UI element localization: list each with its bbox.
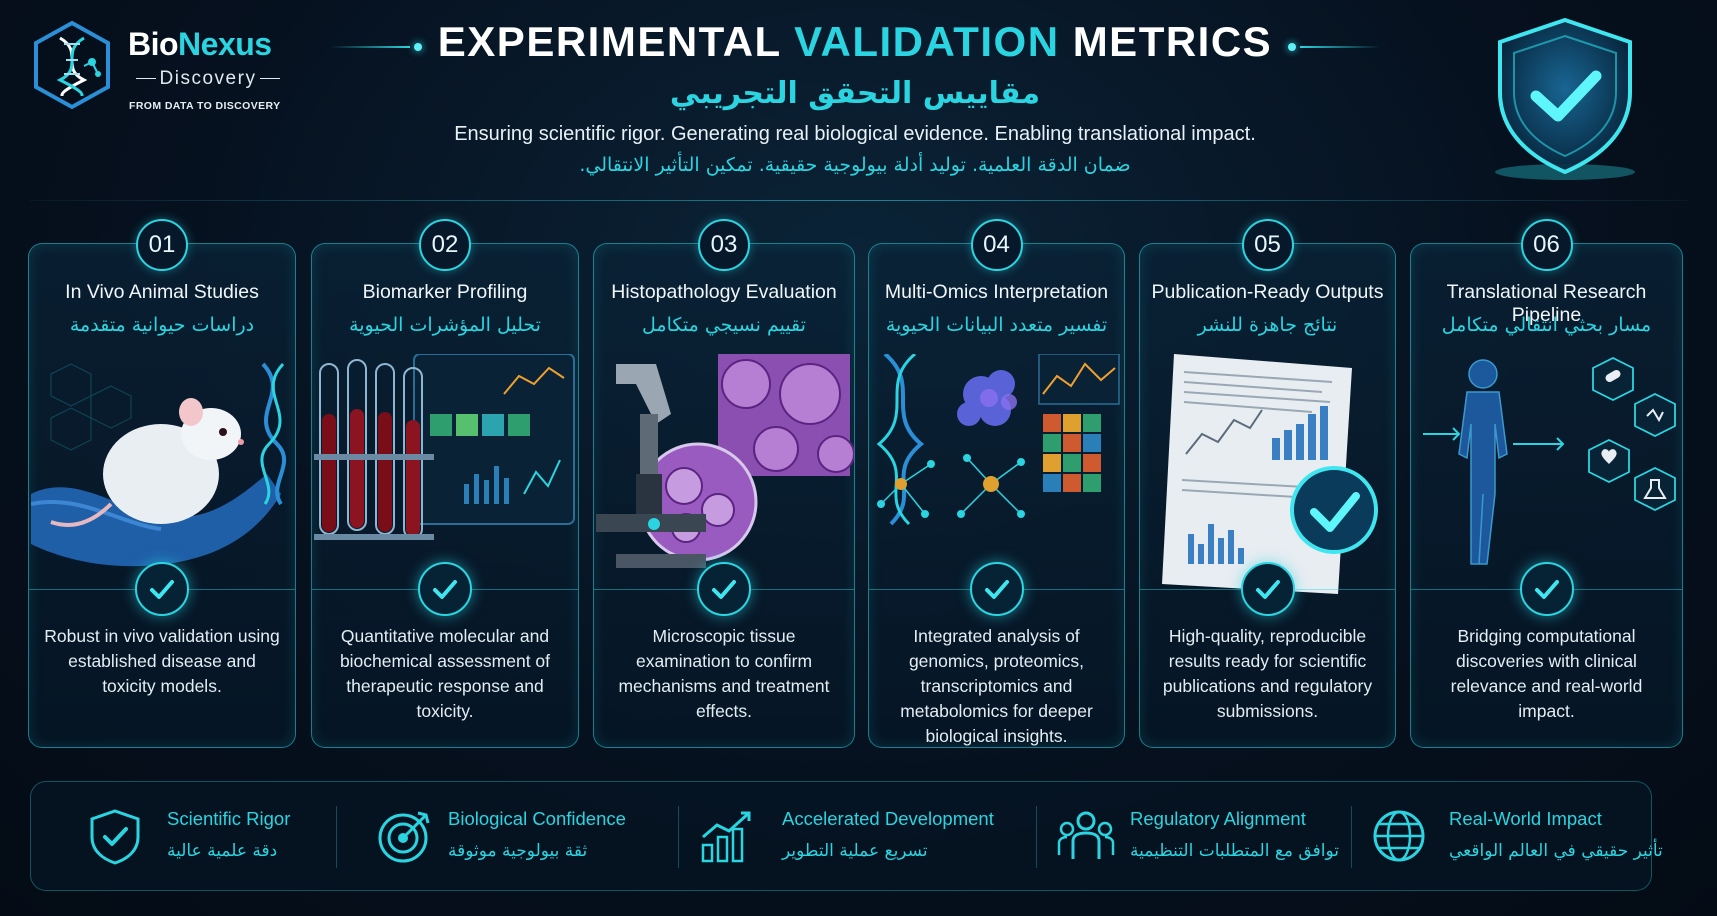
card-title: Biomarker Profiling — [362, 281, 528, 303]
benefit-label: Biological Confidence — [448, 808, 626, 829]
check-icon — [697, 562, 751, 616]
shield-check-icon — [90, 809, 140, 865]
benefit-label-arabic: توافق مع المتطلبات التنظيمية — [1130, 841, 1339, 861]
card-title: Histopathology Evaluation — [611, 281, 837, 303]
card-description: Bridging computational discoveries with … — [1450, 626, 1643, 721]
card-description: Microscopic tissue examination to confir… — [618, 626, 830, 721]
page-subtitle: Ensuring scientific rigor. Generating re… — [454, 123, 1256, 145]
header: EXPERIMENTAL VALIDATION METRICS مقاييس ا… — [330, 18, 1380, 176]
benefit-label-arabic: دقة علمية عالية — [167, 841, 278, 861]
card-title-arabic: نتائج جاهزة للنشر — [1197, 314, 1338, 336]
card-title: Multi-Omics Interpretation — [884, 281, 1109, 303]
card-number: 03 — [698, 219, 750, 271]
card-title: Publication-Ready Outputs — [1151, 281, 1384, 303]
benefit-scientific-rigor[interactable]: Scientific Rigor دقة علمية عالية — [31, 782, 341, 892]
target-icon — [378, 811, 430, 863]
check-icon — [418, 562, 472, 616]
title-line-left — [330, 46, 410, 48]
benefit-label: Regulatory Alignment — [1130, 808, 1306, 829]
globe-icon — [1373, 810, 1425, 862]
brand-tagline: FROM DATA TO DISCOVERY — [129, 100, 281, 112]
benefit-regulatory-alignment[interactable]: Regulatory Alignment توافق مع المتطلبات … — [1041, 782, 1341, 892]
card-number: 01 — [136, 219, 188, 271]
title-dot-left — [414, 43, 422, 51]
omics-illustration — [876, 354, 1120, 526]
benefit-label-arabic: ثقة بيولوجية موثوقة — [448, 841, 588, 861]
benefit-label-arabic: تسريع عملية التطوير — [782, 841, 928, 861]
benefit-label-arabic: تأثير حقيقي في العالم الواقعي — [1449, 841, 1663, 861]
report-illustration — [1162, 354, 1378, 594]
brand-name: BioNexus — [128, 26, 272, 62]
card-publication[interactable]: 05 Publication-Ready Outputs نتائج جاهزة… — [1139, 219, 1396, 748]
check-icon — [1240, 562, 1295, 616]
card-number: 02 — [419, 219, 471, 271]
page-title: EXPERIMENTAL VALIDATION METRICS — [437, 18, 1273, 65]
dna-hexagon-icon — [34, 20, 110, 110]
card-number: 04 — [970, 219, 1023, 271]
title-dot-right — [1288, 43, 1296, 51]
shield-check-hero-icon — [1495, 17, 1635, 180]
brand-subtitle: Discovery — [128, 68, 288, 90]
card-title-arabic: مسار بحثي انتقالي متكامل — [1441, 314, 1652, 336]
benefit-divider — [1351, 806, 1352, 868]
title-line-right — [1300, 46, 1380, 48]
card-description: Quantitative molecular and biochemical a… — [339, 626, 551, 721]
page-title-arabic: مقاييس التحقق التجريبي — [669, 76, 1041, 111]
card-description: Integrated analysis of genomics, proteom… — [900, 626, 1093, 746]
benefit-accelerated-development[interactable]: Accelerated Development تسريع عملية التط… — [681, 782, 1021, 892]
card-multi-omics[interactable]: 04 Multi-Omics Interpretation تفسير متعد… — [868, 219, 1125, 748]
card-description: High-quality, reproducible results ready… — [1162, 626, 1373, 721]
benefit-label: Scientific Rigor — [167, 808, 291, 829]
test-tubes-illustration — [314, 354, 575, 540]
card-biomarker[interactable]: 02 Biomarker Profiling تحليل المؤشرات ال… — [311, 219, 579, 748]
benefits-bar: Scientific Rigor دقة علمية عالية Biologi… — [30, 781, 1663, 892]
benefit-label: Real-World Impact — [1449, 808, 1602, 829]
human-body-illustration — [1423, 356, 1676, 565]
header-divider — [30, 200, 1687, 201]
card-title: In Vivo Animal Studies — [65, 281, 259, 303]
microscope-illustration — [596, 354, 854, 568]
card-in-vivo[interactable]: 01 In Vivo Animal Studies دراسات حيوانية… — [28, 219, 296, 748]
card-title-arabic: تحليل المؤشرات الحيوية — [349, 314, 541, 336]
benefit-divider — [678, 806, 679, 868]
card-title-arabic: دراسات حيوانية متقدمة — [69, 314, 255, 336]
card-histopathology[interactable]: 03 Histopathology Evaluation تقييم نسيجي… — [593, 219, 855, 748]
check-icon — [1519, 562, 1574, 616]
benefit-divider — [336, 806, 337, 868]
check-icon — [969, 562, 1024, 616]
card-title-arabic: تفسير متعدد البيانات الحيوية — [885, 314, 1108, 336]
card-title-arabic: تقييم نسيجي متكامل — [642, 314, 806, 336]
team-icon — [1057, 811, 1115, 859]
benefit-biological-confidence[interactable]: Biological Confidence ثقة بيولوجية موثوق… — [341, 782, 626, 892]
card-number: 05 — [1241, 219, 1294, 271]
benefit-real-world-impact[interactable]: Real-World Impact تأثير حقيقي في العالم … — [1356, 782, 1663, 892]
card-translational[interactable]: 06 Translational Research Pipeline مسار … — [1410, 219, 1683, 748]
growth-chart-icon — [701, 811, 751, 863]
card-number: 06 — [1520, 219, 1573, 271]
benefit-divider — [1036, 806, 1037, 868]
benefit-label: Accelerated Development — [782, 808, 994, 829]
lab-rat-illustration — [31, 362, 287, 567]
brand-logo[interactable]: BioNexus Discovery FROM DATA TO DISCOVER… — [32, 20, 312, 115]
check-icon — [135, 562, 189, 616]
page-subtitle-arabic: ضمان الدقة العلمية. توليد أدلة بيولوجية … — [579, 154, 1131, 176]
card-description: Robust in vivo validation using establis… — [44, 626, 280, 696]
card-title: Translational Research Pipeline — [1446, 281, 1647, 326]
